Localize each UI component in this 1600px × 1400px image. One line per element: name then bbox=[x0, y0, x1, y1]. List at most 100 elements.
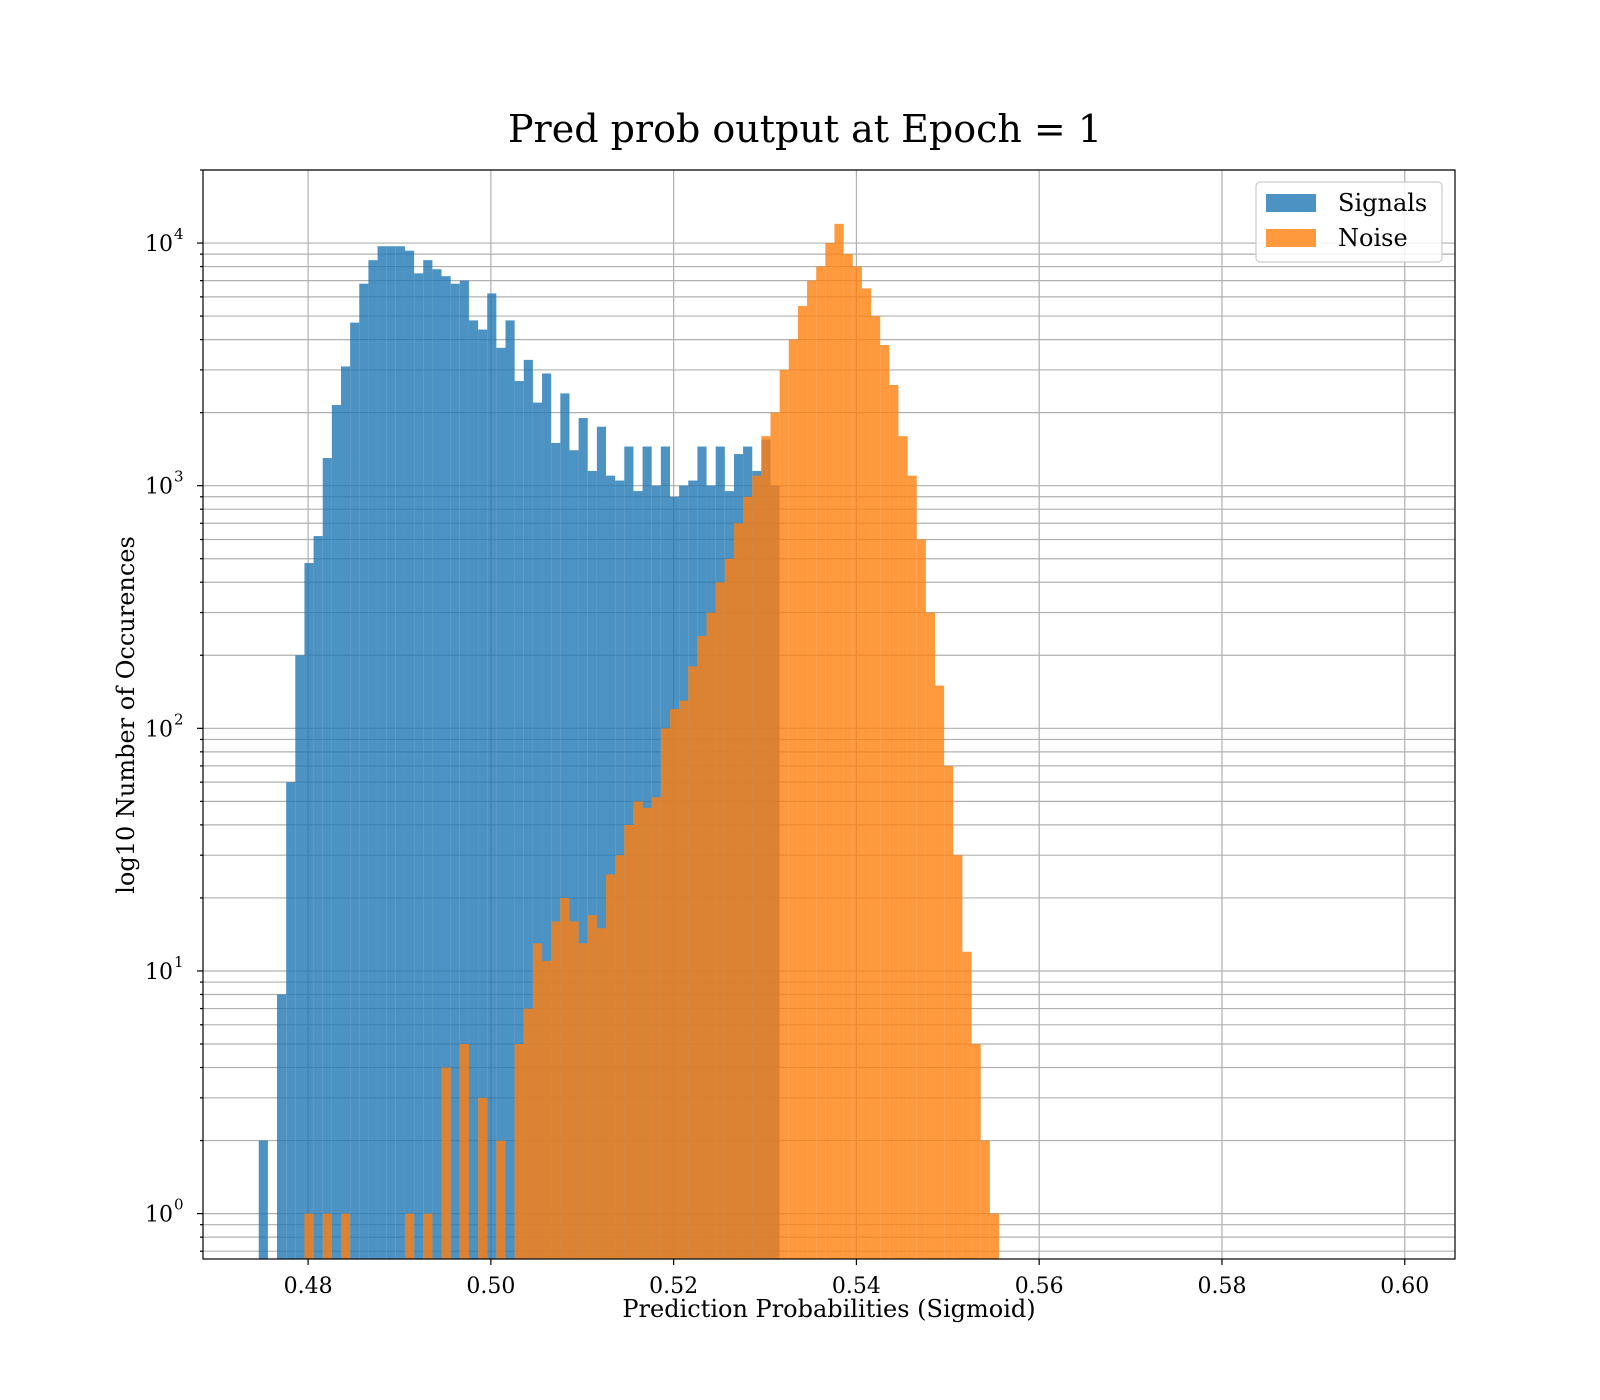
x-tick-label-0: 0.48 bbox=[284, 1274, 333, 1299]
bar-signals-16 bbox=[414, 273, 424, 1259]
y-tick-label-4: 10 bbox=[145, 232, 173, 257]
bar-noise-46 bbox=[852, 266, 862, 1259]
bar-noise-3 bbox=[404, 1213, 415, 1259]
bar-noise-58 bbox=[962, 951, 972, 1259]
bar-noise-29 bbox=[697, 636, 707, 1259]
y-tick-label-2: 10 bbox=[145, 717, 173, 742]
y-tick-label-0: 10 bbox=[145, 1203, 173, 1228]
bar-noise-13 bbox=[551, 921, 561, 1259]
bar-noise-53 bbox=[916, 539, 926, 1259]
bar-noise-4 bbox=[423, 1213, 433, 1259]
bar-signals-37 bbox=[606, 475, 616, 1259]
bar-signals-18 bbox=[432, 269, 442, 1260]
bar-noise-21 bbox=[624, 824, 634, 1259]
bar-signals-7 bbox=[331, 405, 341, 1259]
bar-noise-61 bbox=[989, 1213, 999, 1259]
histogram-bars bbox=[258, 223, 999, 1260]
bar-noise-33 bbox=[733, 523, 744, 1259]
x-tick-label-1: 0.50 bbox=[466, 1274, 515, 1299]
bar-signals-20 bbox=[450, 283, 460, 1259]
bar-noise-17 bbox=[587, 915, 597, 1259]
bar-noise-28 bbox=[688, 666, 698, 1259]
bar-signals-32 bbox=[560, 393, 570, 1259]
bar-noise-51 bbox=[898, 436, 908, 1260]
bar-noise-57 bbox=[953, 855, 963, 1259]
bar-signals-9 bbox=[350, 322, 360, 1259]
bar-noise-54 bbox=[925, 612, 936, 1259]
bar-signals-36 bbox=[596, 426, 607, 1259]
bar-noise-39 bbox=[788, 339, 798, 1259]
bar-noise-7 bbox=[478, 1097, 488, 1259]
bar-noise-11 bbox=[532, 943, 543, 1259]
y-tick-exponent-1: 1 bbox=[174, 953, 184, 971]
bar-signals-14 bbox=[395, 246, 405, 1260]
bar-signals-12 bbox=[377, 246, 387, 1260]
bar-noise-16 bbox=[578, 943, 588, 1259]
bar-signals-21 bbox=[459, 280, 469, 1259]
bar-signals-13 bbox=[386, 246, 396, 1260]
plot-frame bbox=[202, 169, 1456, 1260]
bar-noise-27 bbox=[679, 700, 689, 1259]
series-noise-bars bbox=[304, 223, 999, 1260]
bar-noise-26 bbox=[669, 709, 680, 1259]
bar-signals-10 bbox=[359, 283, 369, 1259]
bar-noise-42 bbox=[816, 266, 826, 1259]
bar-noise-59 bbox=[971, 1044, 981, 1259]
bar-signals-11 bbox=[368, 260, 378, 1260]
bar-signals-28 bbox=[523, 359, 533, 1260]
bar-noise-22 bbox=[633, 801, 643, 1259]
bar-signals-35 bbox=[587, 470, 597, 1259]
bar-noise-15 bbox=[569, 921, 579, 1259]
bar-noise-8 bbox=[496, 1140, 506, 1259]
bar-signals-4 bbox=[304, 563, 314, 1259]
bar-noise-37 bbox=[770, 412, 780, 1259]
y-tick-label-3: 10 bbox=[145, 475, 173, 500]
bar-noise-5 bbox=[441, 1067, 451, 1259]
bar-signals-15 bbox=[404, 250, 415, 1260]
bar-noise-48 bbox=[871, 316, 881, 1259]
bar-noise-25 bbox=[660, 728, 670, 1259]
bar-signals-33 bbox=[569, 450, 579, 1259]
x-axis-ticks: 0.48 0.50 0.52 0.54 0.56 0.58 0.60 bbox=[284, 1259, 1429, 1299]
bar-noise-12 bbox=[542, 960, 552, 1259]
bar-noise-14 bbox=[560, 897, 570, 1259]
chart-title: Pred prob output at Epoch = 1 bbox=[508, 107, 1102, 151]
bar-signals-24 bbox=[487, 293, 497, 1259]
x-tick-label-4: 0.56 bbox=[1015, 1274, 1064, 1299]
y-tick-exponent-3: 3 bbox=[174, 468, 184, 486]
bar-noise-41 bbox=[807, 280, 817, 1259]
x-tick-label-3: 0.54 bbox=[832, 1274, 881, 1299]
bar-signals-3 bbox=[295, 655, 305, 1259]
x-tick-label-2: 0.52 bbox=[649, 1274, 698, 1299]
bar-signals-25 bbox=[496, 347, 506, 1260]
legend-swatch-signals bbox=[1266, 194, 1316, 212]
bar-noise-49 bbox=[880, 345, 890, 1259]
bar-signals-6 bbox=[322, 458, 332, 1259]
bar-noise-0 bbox=[304, 1213, 314, 1259]
bar-signals-23 bbox=[478, 329, 488, 1259]
bar-noise-47 bbox=[861, 288, 872, 1259]
x-axis-label: Prediction Probabilities (Sigmoid) bbox=[622, 1295, 1035, 1323]
bar-noise-43 bbox=[825, 243, 835, 1260]
bar-noise-1 bbox=[322, 1213, 332, 1259]
bar-noise-6 bbox=[459, 1044, 469, 1259]
bar-noise-30 bbox=[706, 612, 716, 1259]
legend-label-signals: Signals bbox=[1338, 189, 1427, 217]
bar-signals-31 bbox=[551, 442, 561, 1259]
bar-signals-2 bbox=[286, 782, 296, 1259]
legend-swatch-noise bbox=[1266, 229, 1316, 247]
bar-noise-52 bbox=[907, 475, 917, 1259]
bar-noise-24 bbox=[651, 797, 661, 1259]
bar-noise-60 bbox=[980, 1140, 990, 1259]
x-tick-label-5: 0.58 bbox=[1197, 1274, 1246, 1299]
bar-signals-5 bbox=[313, 536, 323, 1259]
x-tick-label-6: 0.60 bbox=[1380, 1274, 1429, 1299]
bar-noise-56 bbox=[944, 765, 954, 1259]
y-tick-label-1: 10 bbox=[145, 960, 173, 985]
bar-signals-27 bbox=[514, 381, 524, 1259]
bar-noise-45 bbox=[843, 254, 853, 1259]
bar-signals-8 bbox=[340, 366, 351, 1260]
